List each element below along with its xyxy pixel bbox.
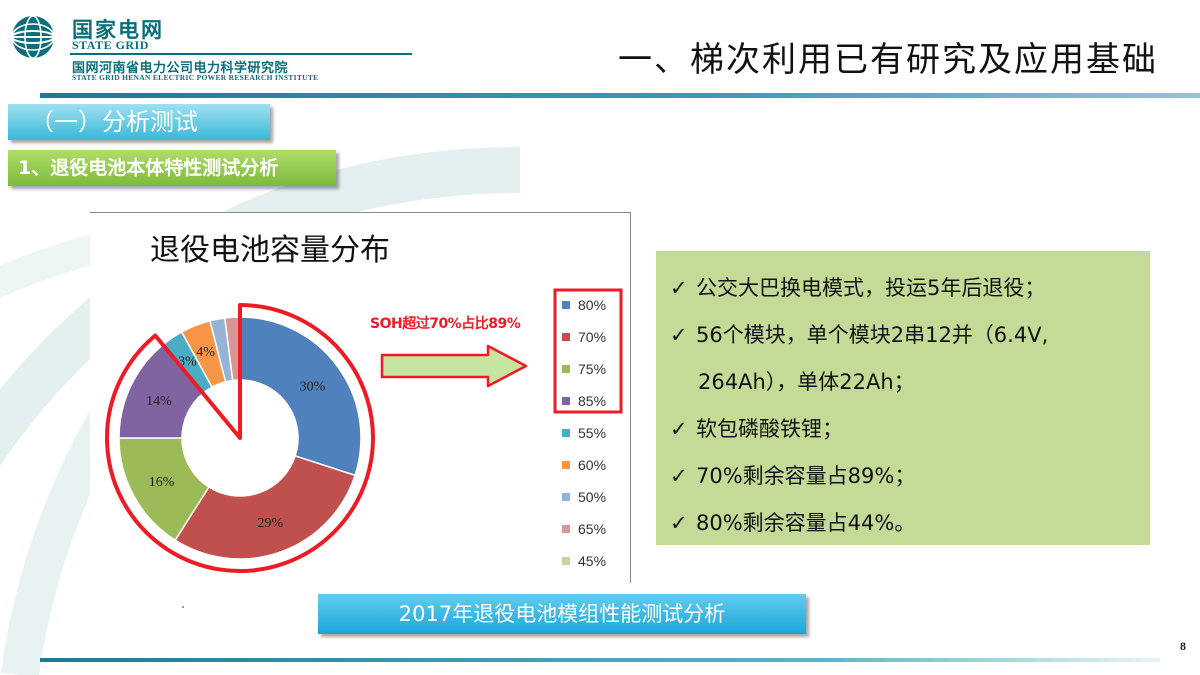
legend-swatch [562,557,570,565]
info-box: ✓ 公交大巴换电模式，投运5年后退役； ✓ 56个模块，单个模块2串12并（6.4V,… [656,251,1150,545]
logo-cn-text: 国家电网 [72,17,164,42]
state-grid-logo-icon [11,15,55,59]
chart-panel: 退役电池容量分布 30% 29% 16% 14% 3% 4% 80% 70% 75% 85% 55… [90,212,631,583]
check-icon: ✓ [670,511,688,535]
info-line: ✓ 80%剩余容量占44%。 [670,500,1150,547]
legend-highlight-box [553,288,623,414]
header-divider [40,93,1200,98]
check-icon: ✓ [670,276,688,300]
soh-annotation: SOH超过70%占比89% [370,316,521,332]
institute-cn-name: 国网河南省电力公司电力科学研究院 [72,61,289,76]
info-line: 264Ah），单体22Ah； [670,359,1150,406]
highlight-annotations [105,288,623,573]
legend-swatch [562,429,570,437]
data-label: 4% [196,345,215,360]
chart-title: 退役电池容量分布 [150,233,390,268]
legend-swatch [562,525,570,533]
legend-label: 70% [578,329,606,345]
institute-en-name: STATE GRID HENAN ELECTRIC POWER RESEARCH… [72,73,319,82]
chart-legend: 80% 70% 75% 85% 55% 60% 50% 65% 45% [562,297,606,569]
check-icon: ✓ [670,323,688,347]
info-line: ✓ 公交大巴换电模式，投运5年后退役； [670,265,1150,312]
info-text: 56个模块，单个模块2串12并（6.4V, [696,323,1049,347]
data-label: 30% [300,379,326,394]
legend-swatch [562,365,570,373]
data-label: 16% [149,475,175,490]
legend-swatch [562,461,570,469]
info-text: 70%剩余容量占89%； [696,464,916,488]
donut-slice [239,316,362,477]
chart-caption: 2017年退役电池模组性能测试分析 [318,594,806,634]
legend-swatch [562,301,570,309]
legend-label: 85% [578,393,606,409]
legend-swatch [562,493,570,501]
donut-chart: 退役电池容量分布 30%29%16%14%3%4% 80%70%75%85%55… [105,233,623,573]
info-text: 264Ah），单体22Ah； [698,370,915,394]
check-icon: ✓ [670,464,688,488]
donut-data-labels: 30%29%16%14%3%4% [146,345,325,531]
legend-label: 55% [578,425,606,441]
donut-slice [174,454,357,560]
logo-divider [70,53,412,55]
legend-swatch [562,333,570,341]
right-arrow-icon [380,344,528,388]
legend-label: 80% [578,297,606,313]
legend-label: 45% [578,553,606,569]
legend-label: 75% [578,361,606,377]
data-label: 14% [146,394,172,409]
section-tab: （一）分析测试 [8,104,270,140]
check-icon: ✓ [670,417,688,441]
info-text: 软包磷酸铁锂； [696,417,843,441]
info-line: ✓ 软包磷酸铁锂； [670,406,1150,453]
legend-label: 65% [578,521,606,537]
subsection-tab: 1、退役电池本体特性测试分析 [8,150,336,186]
info-text: 80%剩余容量占44%。 [696,511,916,535]
page-number: 8 [1180,639,1186,653]
slide-title: 一、梯次利用已有研究及应用基础 [618,40,1158,80]
logo-en-text: STATE GRID [72,38,149,52]
info-line: ✓ 70%剩余容量占89%； [670,453,1150,500]
slide-header: 国家电网 STATE GRID 国网河南省电力公司电力科学研究院 STATE G… [0,0,1200,98]
soh-highlight-outline [105,303,375,573]
legend-swatch [562,397,570,405]
legend-label: 50% [578,489,606,505]
footer-divider [40,658,1160,662]
info-line: ✓ 56个模块，单个模块2串12并（6.4V, [670,312,1150,359]
legend-label: 60% [578,457,606,473]
info-text: 公交大巴换电模式，投运5年后退役； [696,276,1046,300]
stray-dot [182,606,184,608]
data-label: 29% [257,516,283,531]
